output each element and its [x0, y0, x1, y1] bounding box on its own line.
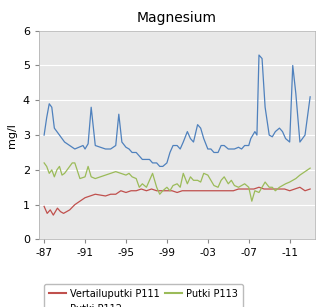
Putki P113	[219, 178, 223, 182]
Vertailuputki P111	[201, 189, 205, 192]
Vertailuputki P111	[221, 189, 225, 192]
Vertailuputki P111	[308, 187, 312, 191]
Putki P112	[42, 133, 46, 137]
Putki P113	[257, 191, 261, 194]
Putki P113	[60, 173, 64, 177]
Putki P113	[181, 172, 185, 175]
Putki P112	[212, 151, 216, 154]
Putki P112	[284, 137, 288, 140]
Vertailuputki P111	[257, 185, 261, 189]
Putki P113	[308, 166, 312, 170]
Putki P113	[42, 161, 46, 165]
Putki P112	[243, 144, 247, 147]
Putki P112	[191, 140, 195, 144]
Putki P113	[212, 184, 216, 187]
Title: Magnesium: Magnesium	[137, 11, 217, 25]
Line: Vertailuputki P111: Vertailuputki P111	[44, 187, 310, 215]
Putki P113	[137, 185, 141, 189]
Vertailuputki P111	[42, 204, 46, 208]
Vertailuputki P111	[252, 187, 256, 191]
Putki P112	[308, 95, 312, 99]
Y-axis label: mg/l: mg/l	[7, 122, 17, 148]
Putki P112	[273, 130, 277, 134]
Putki P112	[158, 165, 162, 168]
Vertailuputki P111	[119, 189, 123, 192]
Legend: Vertailuputki P111, Putki P112, Putki P113: Vertailuputki P111, Putki P112, Putki P1…	[44, 284, 243, 307]
Putki P113	[250, 199, 254, 203]
Putki P112	[257, 53, 261, 57]
Putki P112	[260, 57, 264, 60]
Line: Putki P112: Putki P112	[44, 55, 310, 166]
Vertailuputki P111	[206, 189, 210, 192]
Vertailuputki P111	[216, 189, 220, 192]
Vertailuputki P111	[51, 213, 55, 217]
Line: Putki P113: Putki P113	[44, 163, 310, 201]
